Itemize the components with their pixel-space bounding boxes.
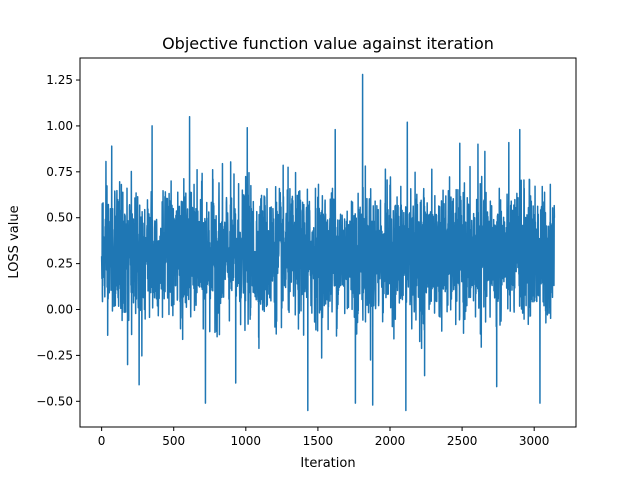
y-tick-label: 1.00 [46, 119, 73, 133]
x-tick-label: 1500 [303, 434, 334, 448]
x-tick-label: 0 [98, 434, 106, 448]
y-tick-label: 1.25 [46, 73, 73, 87]
y-tick-label: 0.75 [46, 165, 73, 179]
x-axis: 0 500 1000 1500 2000 2500 3000 [98, 427, 550, 448]
y-tick-label: −0.50 [36, 394, 73, 408]
y-tick-label: 0.25 [46, 257, 73, 271]
y-tick-label: 0.50 [46, 211, 73, 225]
series-layer [100, 73, 556, 412]
y-tick-label: 0.00 [46, 303, 73, 317]
plot-frame [79, 57, 577, 428]
x-tick-label: 2500 [447, 434, 478, 448]
x-tick-label: 500 [162, 434, 185, 448]
y-tick-label: −0.25 [36, 348, 73, 362]
x-tick-label: 3000 [519, 434, 550, 448]
y-axis: −0.50 −0.25 0.00 0.25 0.50 0.75 1.00 1.25 [36, 73, 80, 408]
loss-series-line [100, 73, 556, 412]
y-axis-label: LOSS value [7, 205, 22, 278]
chart-title: Objective function value against iterati… [162, 34, 494, 53]
x-tick-label: 2000 [375, 434, 406, 448]
x-axis-label: Iteration [300, 456, 355, 471]
x-tick-label: 1000 [231, 434, 262, 448]
